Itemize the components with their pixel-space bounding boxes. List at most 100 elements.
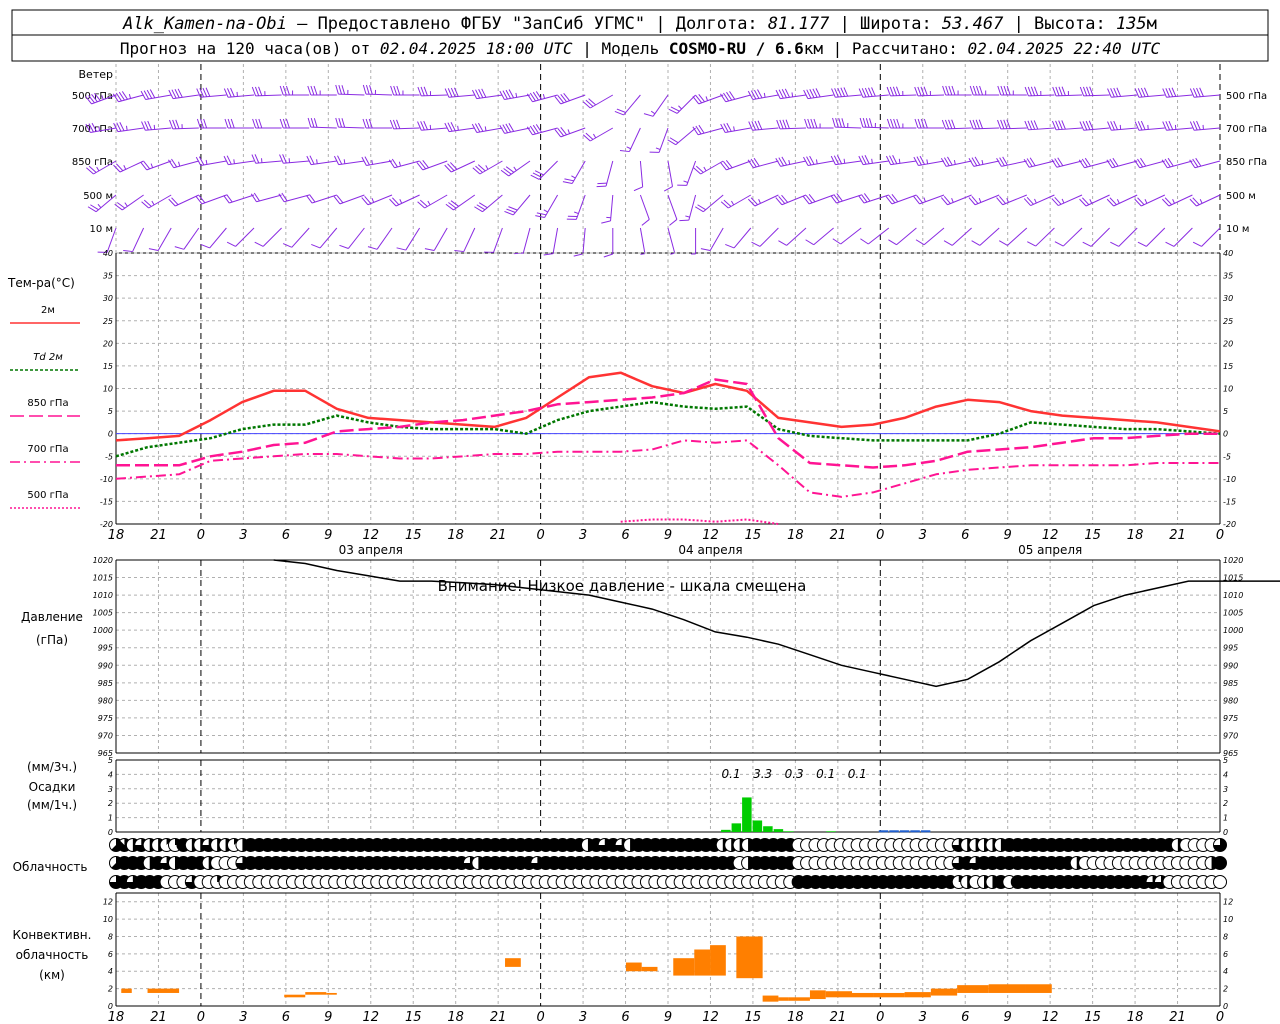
- wind-barb-feather: [810, 118, 815, 129]
- wind-barb: [250, 192, 282, 203]
- wind-barb-feather: [750, 197, 759, 206]
- convective-bar: [694, 949, 711, 976]
- wind-barb-feather: [535, 91, 542, 100]
- wind-level-label-right: 500 гПа: [1226, 91, 1267, 102]
- wind-barb-shaft: [639, 194, 650, 220]
- wind-barb-half-feather: [593, 133, 597, 139]
- wind-barb-feather: [554, 129, 562, 138]
- conv-x-tick-label: 21: [830, 1010, 847, 1024]
- y-tick-label-left: 990: [98, 661, 113, 670]
- wind-barb: [1024, 120, 1055, 131]
- wind-barb-feather: [1134, 198, 1142, 207]
- precip-unit-3h: (мм/3ч.): [27, 760, 77, 774]
- wind-barb-feather: [424, 248, 435, 252]
- wind-barb-shaft: [807, 160, 834, 167]
- wind-barb-feather: [367, 246, 378, 250]
- wind-barb-shaft: [1001, 160, 1027, 167]
- wind-barb-shaft: [512, 194, 531, 216]
- wind-barb-feather: [87, 206, 97, 213]
- wind-barb-feather: [1055, 120, 1060, 130]
- wind-barb-shaft: [862, 126, 889, 129]
- wind-barb-shaft: [709, 227, 724, 251]
- wind-barb-feather: [726, 91, 733, 101]
- y-tick-label-right: -15: [1223, 497, 1236, 506]
- wind-barb: [444, 87, 475, 98]
- wind-barb-feather: [115, 92, 122, 102]
- wind-barb-feather: [1168, 120, 1174, 130]
- wind-barb: [747, 89, 779, 101]
- wind-barb-feather: [392, 119, 398, 129]
- wind-barb-feather: [864, 155, 870, 164]
- wind-barb-shaft: [835, 94, 862, 98]
- wind-barb-feather: [420, 86, 425, 96]
- wind-barb-feather: [830, 155, 836, 165]
- wind-barb-shaft: [476, 127, 503, 134]
- calc-label: | Рассчитано:: [823, 39, 968, 58]
- y-tick-label-left: 1005: [93, 609, 113, 618]
- wind-barb-feather: [471, 89, 478, 99]
- wind-barb-half-feather: [683, 180, 688, 183]
- y-tick-label-right: 1: [1223, 814, 1228, 823]
- wind-barb-feather: [1081, 158, 1088, 168]
- wind-barb-feather: [679, 219, 689, 222]
- wind-barb-feather: [254, 154, 260, 164]
- precip-bar-blue: [920, 830, 931, 833]
- wind-barb-feather: [530, 174, 540, 180]
- wind-barb-shaft: [209, 227, 227, 249]
- conv-x-tick-label: 9: [324, 1010, 332, 1024]
- wind-barb-feather: [1192, 121, 1198, 131]
- wind-barb-shaft: [918, 160, 945, 167]
- precip-bar-blue: [899, 830, 910, 833]
- wind-barb-feather: [913, 196, 920, 205]
- wind-barb: [830, 155, 862, 166]
- wind-barb-shaft: [946, 160, 972, 167]
- wind-barb: [1052, 86, 1083, 97]
- y-tick-label-left: -10: [100, 475, 113, 484]
- wind-barb-shaft: [890, 94, 917, 97]
- y-tick-label-left: 1010: [93, 591, 113, 600]
- wind-barb-shaft: [91, 94, 117, 105]
- wind-barb-feather: [778, 157, 785, 167]
- wind-barb-shaft: [1090, 227, 1110, 247]
- wind-barb-feather: [861, 155, 867, 165]
- wind-barb-feather: [112, 93, 119, 103]
- wind-barb-shaft: [891, 194, 917, 205]
- wind-barb-feather: [282, 243, 293, 248]
- pressure-title: Давление: [21, 610, 83, 624]
- wind-barb: [140, 160, 172, 171]
- precip-3h-label: 0.1: [848, 767, 867, 781]
- wind-barb-shaft: [366, 160, 393, 167]
- wind-barb-shaft: [726, 160, 751, 171]
- wind-barb: [254, 227, 282, 247]
- wind-barb-shaft: [733, 227, 752, 249]
- conv-x-tick-label: 18: [447, 1010, 464, 1024]
- wind-barb-feather: [582, 134, 591, 142]
- wind-barb-feather: [445, 203, 454, 211]
- wind-barb-feather: [306, 155, 312, 165]
- wind-barb: [174, 227, 200, 250]
- cloud-cell: [1213, 856, 1227, 870]
- conv-x-tick-label: 15: [1084, 1010, 1101, 1024]
- wind-barb-shaft: [919, 194, 945, 205]
- wind-barb-feather: [123, 249, 133, 253]
- wind-barb-feather: [858, 155, 864, 165]
- wind-barb-feather: [1082, 241, 1092, 247]
- wind-barb-feather: [369, 85, 373, 95]
- wind-barb-feather: [886, 86, 891, 97]
- wind-barb-shaft: [658, 127, 669, 153]
- wind-barb-shaft: [947, 194, 972, 206]
- wind-barb-feather: [1109, 197, 1117, 206]
- wind-barb-feather: [698, 94, 706, 103]
- wind-barb: [885, 155, 917, 166]
- conv-x-tick-label: 15: [405, 1010, 422, 1024]
- wind-barb-shaft: [157, 227, 172, 251]
- wind-barb-feather: [564, 178, 574, 182]
- y-tick-label-left: -5: [105, 452, 113, 461]
- wind-barb-half-feather: [898, 158, 901, 164]
- wind-barb-shaft: [338, 126, 365, 129]
- wind-barb-feather: [1029, 157, 1036, 167]
- wind-barb-shaft: [504, 127, 531, 134]
- conv-x-tick-label: 18: [787, 1010, 804, 1024]
- wind-barb: [1023, 194, 1055, 207]
- precip-bar-blue: [878, 830, 889, 833]
